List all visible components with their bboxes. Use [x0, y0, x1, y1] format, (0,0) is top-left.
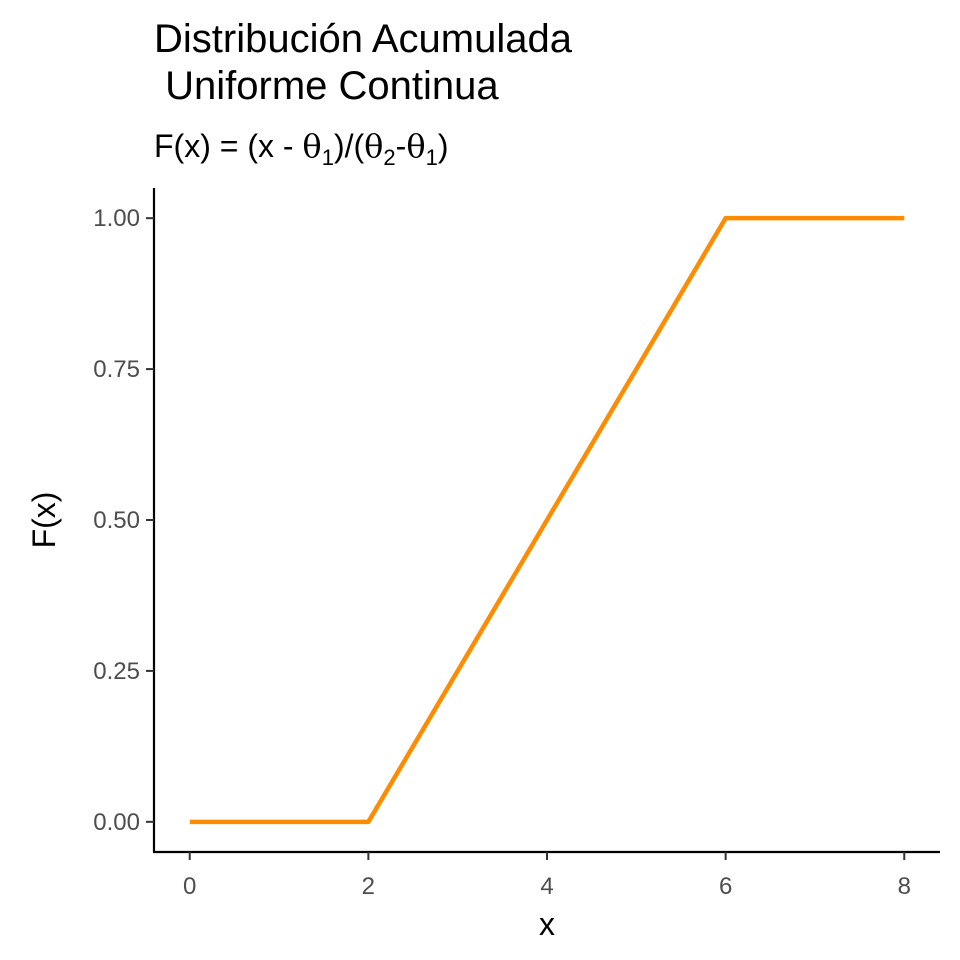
subtitle-theta-3: θ [406, 127, 425, 165]
subtitle-dash: - [396, 128, 407, 164]
x-tick-label: 0 [183, 873, 196, 900]
chart-title-line1: Distribución Acumulada [154, 17, 573, 61]
plot-area [189, 215, 905, 825]
y-tick-label: 0.25 [93, 658, 140, 685]
subtitle-sub-1: 1 [322, 145, 334, 170]
subtitle-sub-3: 1 [426, 145, 438, 170]
chart-title-line2: Uniforme Continua [154, 64, 499, 108]
cdf-series-line [189, 215, 905, 825]
y-axis-title: F(x) [26, 492, 62, 549]
x-axis-title: x [539, 906, 555, 942]
subtitle-theta-2: θ [364, 127, 383, 165]
y-axis-ticks: 0.00 0.25 0.50 0.75 1.00 [93, 205, 154, 836]
y-tick-label: 0.75 [93, 356, 140, 383]
x-tick-label: 4 [540, 873, 553, 900]
subtitle-prefix: F(x) = (x - [154, 128, 302, 164]
y-tick-label: 0.50 [93, 507, 140, 534]
x-axis-ticks: 0 2 4 6 8 [183, 852, 911, 900]
subtitle-suffix: ) [438, 128, 449, 164]
subtitle-sub-2: 2 [383, 145, 395, 170]
x-tick-label: 6 [719, 873, 732, 900]
x-tick-label: 2 [362, 873, 375, 900]
chart-subtitle: F(x) = (x - θ1)/(θ2-θ1) [154, 127, 448, 170]
subtitle-theta-1: θ [302, 127, 321, 165]
y-tick-label: 0.00 [93, 809, 140, 836]
y-tick-label: 1.00 [93, 205, 140, 232]
subtitle-middle: )/( [334, 128, 365, 164]
x-tick-label: 8 [898, 873, 911, 900]
